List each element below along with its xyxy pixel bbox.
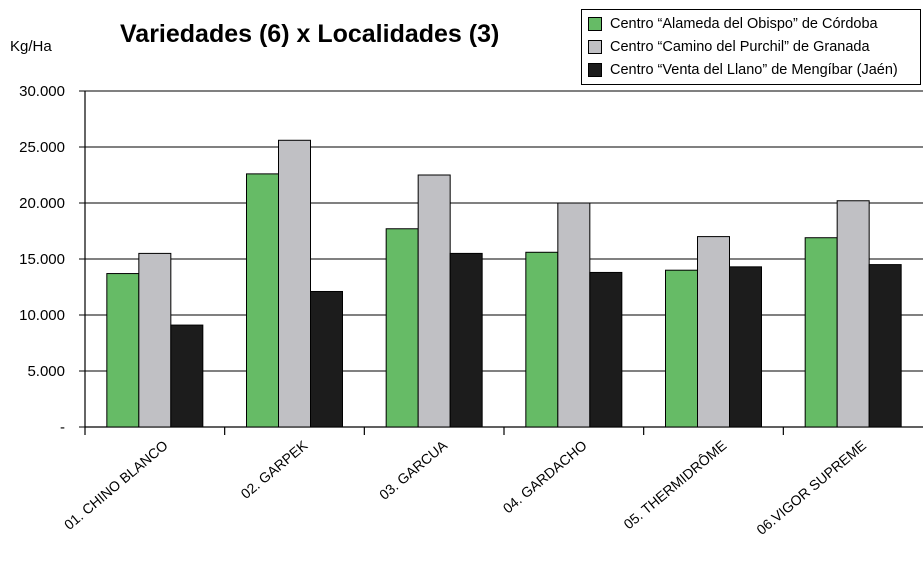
bar bbox=[836, 200, 870, 428]
x-tick-label: 04. GARDACHO bbox=[500, 437, 590, 516]
bar bbox=[310, 290, 343, 428]
y-tick-label: 20.000 bbox=[19, 195, 65, 212]
legend-item-cordoba: Centro “Alameda del Obispo” de Córdoba bbox=[588, 12, 920, 35]
legend-swatch-cordoba bbox=[588, 16, 602, 31]
bar bbox=[278, 139, 311, 428]
y-tick-label: 10.000 bbox=[19, 307, 65, 324]
y-axis-label: Kg/Ha bbox=[10, 38, 52, 55]
y-tick-label: 15.000 bbox=[19, 251, 65, 268]
legend-item-mengibar: Centro “Venta del Llano” de Mengíbar (Ja… bbox=[588, 58, 920, 81]
y-tick-label: 5.000 bbox=[27, 363, 65, 380]
legend-swatch-mengibar bbox=[588, 62, 602, 77]
legend-item-granada: Centro “Camino del Purchil” de Granada bbox=[588, 35, 920, 58]
x-tick-label: 05. THERMIDRÔME bbox=[620, 437, 729, 532]
bar bbox=[557, 202, 591, 428]
bar bbox=[170, 324, 204, 428]
bar bbox=[665, 269, 698, 428]
legend-swatch-granada bbox=[588, 39, 602, 54]
bar bbox=[729, 266, 762, 428]
bar bbox=[525, 251, 559, 428]
bar bbox=[138, 252, 172, 428]
bar bbox=[417, 174, 451, 428]
y-tick-label: 25.000 bbox=[19, 139, 65, 156]
x-tick-label: 02. GARPEK bbox=[238, 437, 311, 502]
bar bbox=[106, 273, 140, 428]
y-tick-label: 30.000 bbox=[19, 83, 65, 100]
x-tick-label: 01. CHINO BLANCO bbox=[61, 437, 171, 533]
x-tick-label: 06.VIGOR SUPREME bbox=[753, 437, 869, 538]
legend-label-granada: Centro “Camino del Purchil” de Granada bbox=[610, 38, 870, 55]
legend-label-mengibar: Centro “Venta del Llano” de Mengíbar (Ja… bbox=[610, 61, 898, 78]
bar bbox=[697, 236, 730, 428]
bar bbox=[449, 252, 483, 428]
legend: Centro “Alameda del Obispo” de Córdoba C… bbox=[581, 9, 921, 85]
y-tick-label: - bbox=[60, 419, 65, 436]
bar bbox=[385, 228, 419, 428]
bar bbox=[868, 264, 902, 428]
legend-label-cordoba: Centro “Alameda del Obispo” de Córdoba bbox=[610, 15, 878, 32]
bar bbox=[804, 237, 838, 428]
chart-title: Variedades (6) x Localidades (3) bbox=[120, 20, 500, 48]
bar bbox=[589, 271, 623, 428]
x-tick-label: 03. GARCUA bbox=[376, 437, 451, 503]
bar bbox=[246, 173, 279, 428]
